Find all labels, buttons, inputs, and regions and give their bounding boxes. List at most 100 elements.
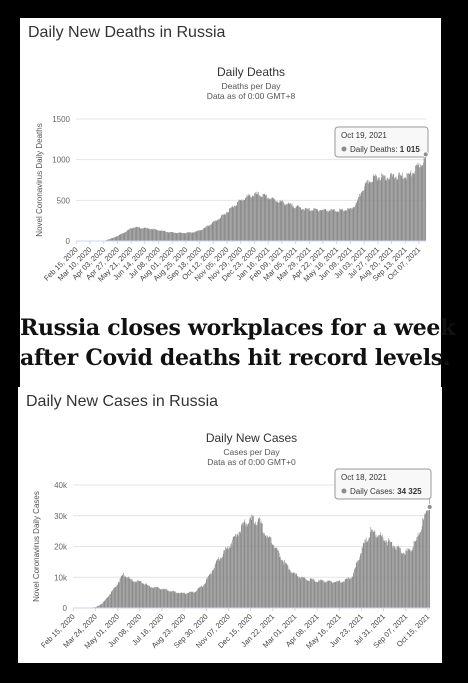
daily-bar	[411, 550, 413, 608]
daily-bar	[129, 578, 130, 608]
daily-bar	[424, 514, 425, 608]
daily-bar	[175, 591, 176, 608]
daily-bar	[267, 199, 269, 241]
daily-bar	[213, 568, 215, 608]
daily-bar	[152, 587, 153, 608]
daily-bar	[149, 229, 151, 241]
chart-title: Daily New Cases	[206, 431, 297, 445]
daily-bar	[216, 220, 218, 241]
daily-bar	[117, 584, 118, 608]
daily-bar	[295, 573, 297, 608]
daily-bar	[136, 227, 138, 241]
deaths-chart-panel: Daily New Deaths in Russia Daily Deaths D…	[20, 18, 441, 307]
daily-bar	[157, 586, 158, 608]
daily-bar	[123, 232, 125, 241]
daily-bar	[247, 196, 248, 241]
tooltip-series-name: Daily Cases:	[350, 487, 397, 496]
daily-bar	[379, 177, 380, 241]
daily-bar	[159, 230, 161, 241]
daily-bar	[162, 589, 163, 608]
daily-bar	[421, 165, 423, 241]
daily-bar	[222, 556, 223, 608]
daily-bar	[368, 537, 370, 608]
daily-bar	[296, 206, 297, 241]
y-tick-label: 20k	[54, 543, 68, 552]
daily-bar	[120, 578, 121, 608]
daily-bar	[272, 198, 274, 241]
daily-bar	[142, 228, 144, 241]
daily-bar	[312, 580, 314, 608]
daily-bar	[266, 535, 268, 608]
daily-bar	[186, 232, 188, 241]
daily-bar	[340, 582, 341, 608]
daily-bar	[144, 584, 145, 608]
daily-bar	[245, 197, 247, 241]
daily-bar	[358, 196, 360, 241]
daily-bar	[115, 586, 116, 608]
daily-bar	[356, 203, 357, 241]
daily-bar	[326, 210, 327, 241]
daily-bar	[262, 531, 264, 608]
daily-bar	[207, 578, 208, 608]
daily-bar	[365, 540, 366, 608]
daily-bar	[394, 177, 396, 241]
daily-bar	[173, 232, 174, 241]
daily-bar	[145, 583, 146, 608]
daily-bar	[101, 603, 103, 608]
daily-bar	[404, 554, 406, 608]
daily-bar	[150, 587, 151, 608]
daily-bar	[279, 556, 281, 608]
daily-bar	[295, 207, 297, 241]
daily-bar	[342, 210, 344, 241]
daily-bar	[98, 605, 100, 608]
daily-bar	[226, 212, 227, 241]
daily-bar	[232, 205, 234, 241]
daily-bar	[123, 233, 124, 241]
daily-bar	[202, 229, 203, 241]
daily-bar	[194, 231, 196, 241]
daily-bar	[154, 586, 155, 608]
daily-bar	[157, 230, 158, 241]
daily-bar	[163, 589, 165, 608]
daily-bar	[278, 202, 280, 241]
daily-bar	[371, 530, 373, 608]
daily-bar	[161, 230, 163, 241]
daily-bar	[373, 174, 375, 241]
daily-bar	[293, 572, 295, 608]
daily-bar	[167, 232, 169, 241]
daily-bar	[399, 172, 400, 241]
daily-bar	[358, 560, 360, 608]
daily-bar	[179, 232, 180, 241]
daily-bar	[309, 578, 311, 608]
daily-bar	[104, 600, 106, 608]
chart-subtitle-date: Data as of 0:00 GMT+8	[207, 91, 296, 101]
daily-bar	[403, 177, 405, 241]
daily-bar	[159, 588, 160, 608]
daily-bar	[381, 172, 383, 241]
daily-bar	[214, 221, 216, 241]
daily-bar	[201, 229, 203, 241]
daily-bar	[109, 595, 110, 608]
daily-bar	[428, 510, 429, 608]
daily-bar	[428, 507, 430, 608]
daily-bar	[362, 547, 363, 608]
daily-bar	[378, 535, 379, 608]
daily-bar	[310, 210, 311, 241]
daily-bar	[394, 546, 396, 608]
daily-bar	[319, 210, 321, 241]
daily-bar	[299, 207, 300, 241]
daily-bar	[208, 574, 210, 608]
daily-bar	[353, 573, 354, 608]
daily-bar	[180, 232, 182, 241]
daily-bar	[284, 205, 285, 241]
daily-bar	[165, 588, 167, 608]
daily-bar	[336, 211, 337, 241]
daily-bar	[376, 536, 378, 608]
daily-bar	[386, 541, 388, 608]
daily-bar	[274, 547, 276, 608]
daily-bar	[228, 549, 229, 608]
daily-bar	[424, 513, 426, 608]
daily-bar	[300, 207, 301, 241]
daily-bar	[250, 196, 251, 241]
